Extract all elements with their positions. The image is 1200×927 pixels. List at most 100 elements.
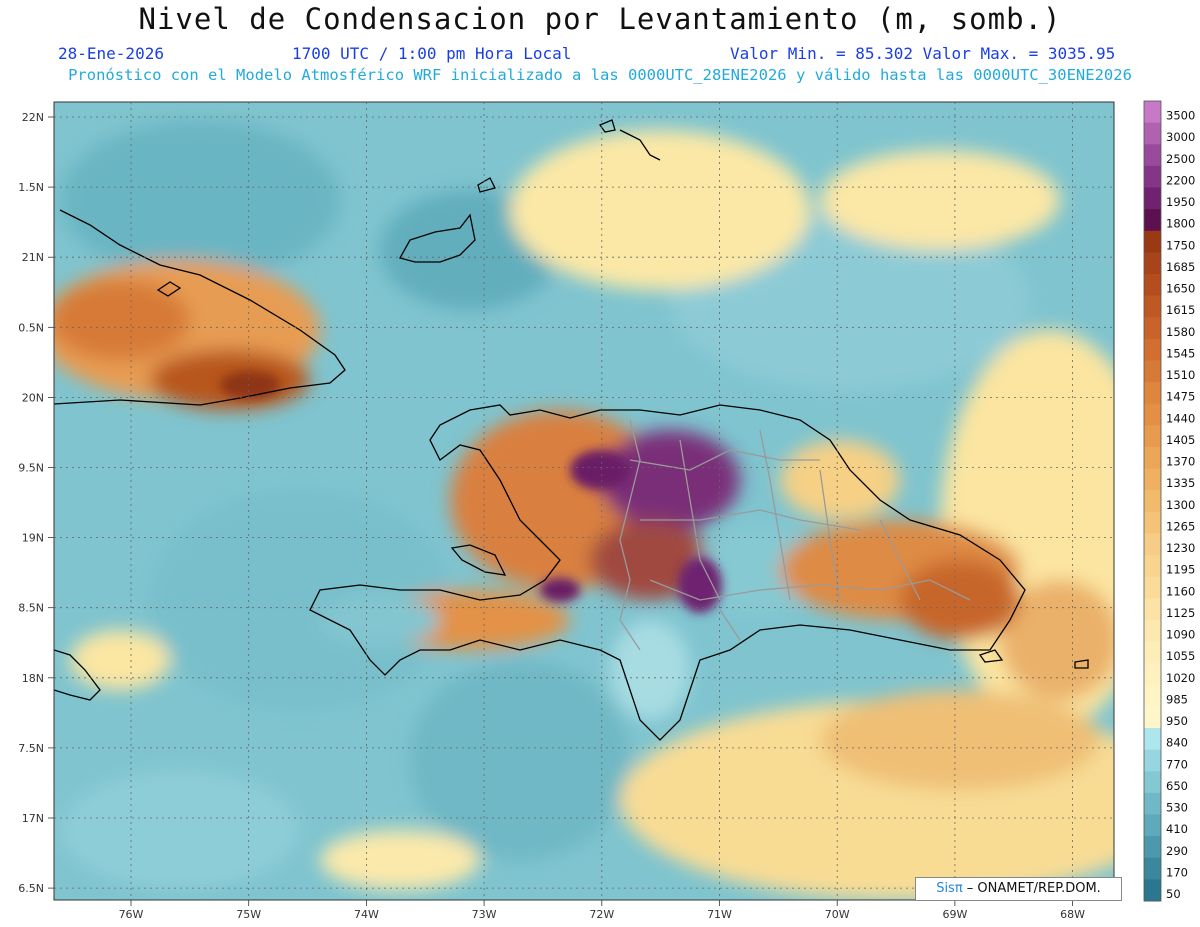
lat-label: 7.5N	[18, 742, 44, 755]
colorbar-swatch	[1144, 122, 1161, 145]
colorbar-label: 170	[1166, 865, 1188, 879]
lat-label: 9.5N	[18, 462, 44, 475]
colorbar-label: 1055	[1166, 649, 1195, 663]
colorbar-label: 1685	[1166, 260, 1195, 274]
colorbar-label: 1750	[1166, 238, 1195, 252]
colorbar-label: 1440	[1166, 411, 1195, 425]
lon-label: 69W	[942, 908, 967, 921]
lon-label: 72W	[589, 908, 614, 921]
colorbar-label: 1020	[1166, 671, 1195, 685]
forecast-date: 28-Ene-2026	[58, 44, 164, 63]
colorbar-swatch	[1144, 598, 1161, 621]
colorbar-label: 1510	[1166, 368, 1195, 382]
colorbar-label: 1300	[1166, 498, 1195, 512]
colorbar: 3500 3000 2500 2200 1950 1800 1750 1685 1650 1615…	[1143, 100, 1195, 902]
colorbar-label: 50	[1166, 887, 1181, 901]
colorbar-swatch	[1144, 468, 1161, 491]
longitude-labels: 76W 75W 74W 73W 72W 71W 70W 69W 68W	[119, 908, 1086, 921]
colorbar-swatch	[1144, 273, 1161, 297]
lat-label: 20N	[22, 391, 44, 404]
lon-label: 73W	[472, 908, 497, 921]
colorbar-label: 290	[1166, 844, 1188, 858]
colorbar-swatch	[1144, 360, 1161, 383]
colorbar-swatch	[1144, 749, 1161, 772]
lat-label: 17N	[22, 812, 44, 825]
colorbar-swatch	[1144, 619, 1161, 643]
colorbar-swatch	[1144, 814, 1161, 837]
colorbar-label: 1265	[1166, 519, 1195, 533]
colorbar-swatch	[1144, 663, 1161, 686]
colorbar-label: 3500	[1166, 109, 1195, 123]
lat-label: 22N	[22, 111, 44, 124]
lon-label: 71W	[707, 908, 732, 921]
coastlines	[54, 119, 1089, 741]
sispi-logo-text: Sisπ	[936, 881, 963, 896]
colorbar-label: 840	[1166, 736, 1188, 750]
lat-label: 19N	[22, 532, 44, 545]
forecast-time: 1700 UTC / 1:00 pm Hora Local	[292, 44, 572, 63]
colorbar-label: 1615	[1166, 303, 1195, 317]
colorbar-swatch	[1144, 511, 1161, 534]
colorbar-label: 410	[1166, 822, 1188, 836]
lat-label: 1.5N	[18, 181, 44, 194]
province-borders	[619, 419, 971, 651]
colorbar-swatch	[1144, 684, 1161, 707]
colorbar-swatch	[1144, 403, 1161, 426]
lon-label: 70W	[825, 908, 850, 921]
lon-label: 76W	[119, 908, 144, 921]
latitude-labels: 22N 1.5N 21N 0.5N 20N 9.5N 19N 8.5N 18N 7.5N 17N 6.…	[18, 111, 44, 895]
colorbar-label: 1800	[1166, 217, 1195, 231]
colorbar-label: 2200	[1166, 173, 1195, 187]
colorbar-swatch	[1144, 641, 1161, 664]
colorbar-swatch	[1144, 446, 1161, 470]
model-info: Pronóstico con el Modelo Atmosférico WRF…	[68, 66, 1132, 84]
colorbar-swatch	[1144, 879, 1161, 902]
colorbar-swatch	[1144, 533, 1161, 556]
colorbar-swatch	[1144, 317, 1161, 340]
colorbar-swatch	[1144, 576, 1161, 599]
colorbar-swatch	[1144, 209, 1161, 232]
colorbar-swatch	[1144, 252, 1161, 275]
colorbar-label: 1405	[1166, 433, 1195, 447]
colorbar-label: 650	[1166, 779, 1188, 793]
colorbar-label: 1230	[1166, 541, 1195, 555]
colorbar-label: 1090	[1166, 628, 1195, 642]
colorbar-swatch	[1144, 771, 1161, 794]
chart-title: Nivel de Condensacion por Levantamiento …	[138, 2, 1062, 36]
colorbar-label: 1650	[1166, 282, 1195, 296]
colorbar-frame	[1143, 100, 1162, 902]
colorbar-swatch	[1144, 490, 1161, 513]
graticule	[48, 102, 1114, 906]
lon-label: 75W	[236, 908, 261, 921]
colorbar-label: 770	[1166, 757, 1188, 771]
lcl-field	[54, 102, 1114, 900]
colorbar-label: 530	[1166, 801, 1188, 815]
colorbar-label: 2500	[1166, 152, 1195, 166]
colorbar-label: 1950	[1166, 195, 1195, 209]
lon-label: 74W	[354, 908, 379, 921]
lat-label: 21N	[22, 251, 44, 264]
colorbar-label: 1335	[1166, 476, 1195, 490]
colorbar-label: 950	[1166, 714, 1188, 728]
lat-label: 8.5N	[18, 602, 44, 615]
colorbar-label: 1370	[1166, 455, 1195, 469]
lat-label: 0.5N	[18, 321, 44, 334]
colorbar-label: 1580	[1166, 325, 1195, 339]
lon-label: 68W	[1060, 908, 1085, 921]
colorbar-label: 1160	[1166, 584, 1195, 598]
colorbar-swatch	[1144, 165, 1161, 188]
colorbar-swatch	[1144, 836, 1161, 859]
colorbar-swatch	[1144, 728, 1161, 751]
min-max-values: Valor Min. = 85.302 Valor Max. = 3035.95	[730, 44, 1116, 63]
colorbar-label: 1545	[1166, 346, 1195, 360]
colorbar-swatch	[1144, 295, 1161, 318]
colorbar-swatch	[1144, 187, 1161, 210]
colorbar-swatch	[1144, 230, 1161, 253]
colorbar-swatch	[1144, 706, 1161, 729]
colorbar-label: 985	[1166, 692, 1188, 706]
colorbar-label: 1475	[1166, 390, 1195, 404]
lat-label: 6.5N	[18, 882, 44, 895]
colorbar-swatch	[1144, 555, 1161, 578]
colorbar-swatch	[1144, 144, 1161, 167]
